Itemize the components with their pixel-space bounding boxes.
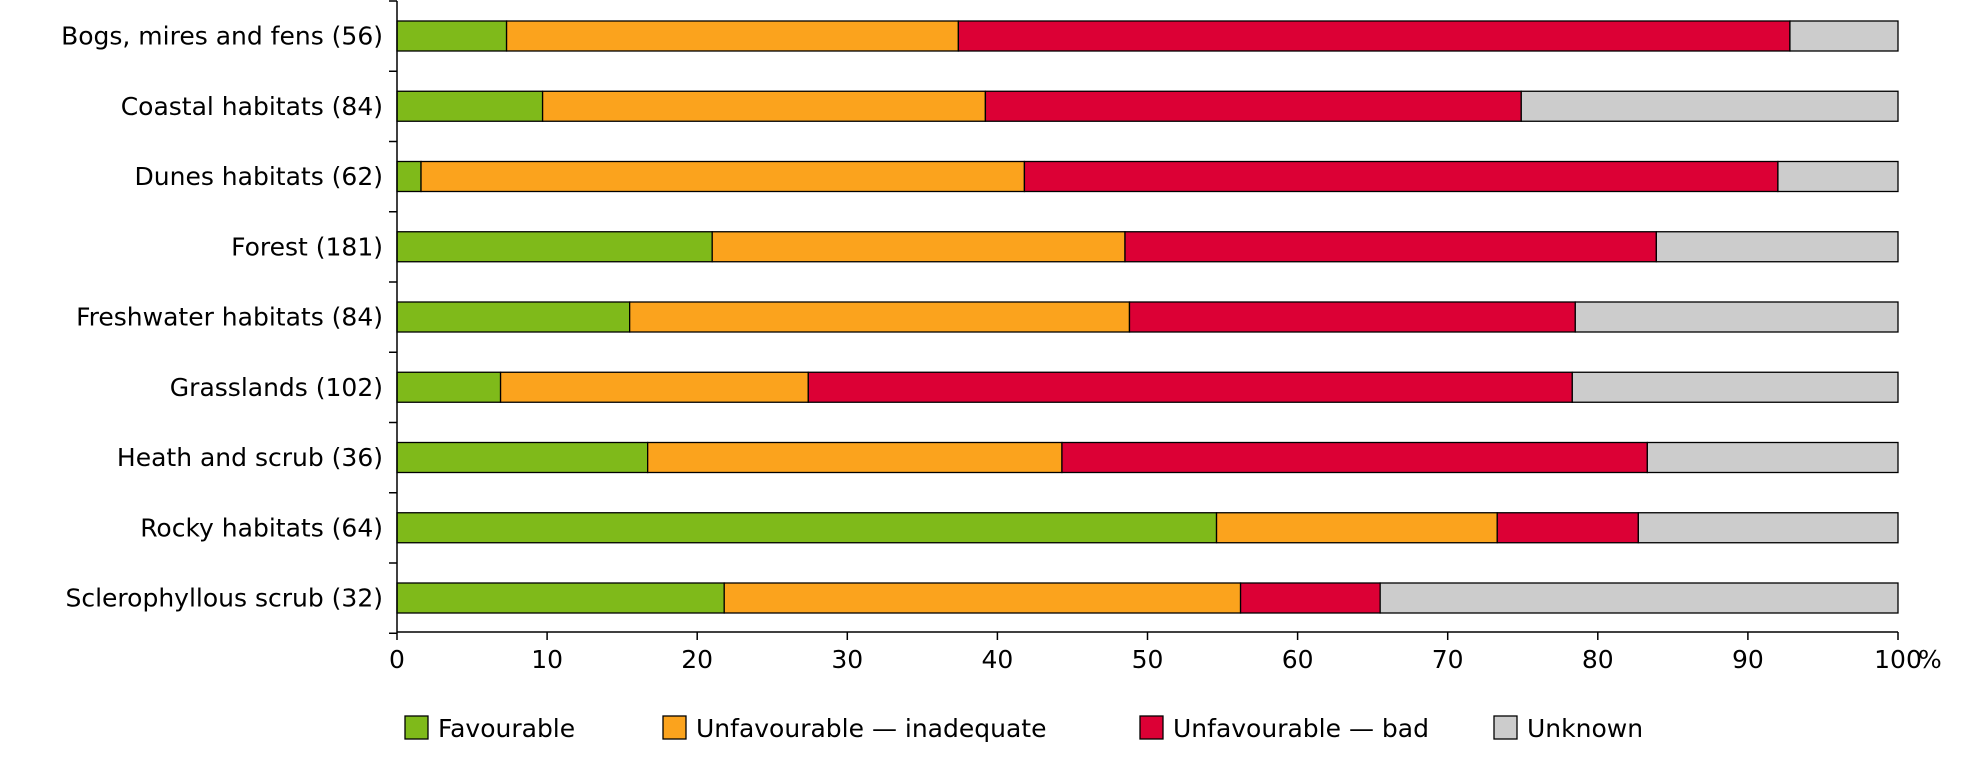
x-unit-label: %: [1918, 645, 1942, 674]
bar-segment: [396, 160, 422, 193]
legend-swatch: [404, 715, 429, 740]
bar-segment: [1379, 582, 1899, 614]
bar-segment: [1239, 582, 1381, 614]
bar-area: [396, 20, 1899, 614]
bar-segment: [499, 371, 809, 403]
bar-segment: [420, 160, 1026, 193]
legend-swatch: [662, 715, 687, 740]
bar-segment: [1789, 20, 1899, 52]
x-tick-label: 60: [1282, 645, 1314, 674]
bar-segment: [629, 301, 1131, 333]
legend-label: Unfavourable — inadequate: [696, 714, 1046, 743]
bar-segment: [1646, 441, 1899, 474]
bar-segment: [396, 301, 631, 333]
bar-segment: [396, 441, 649, 474]
bar-segment: [396, 231, 713, 263]
x-tick-label: 10: [531, 645, 563, 674]
legend-swatch: [1139, 715, 1164, 740]
category-label: Freshwater habitats (84): [76, 303, 383, 332]
x-tick-label: 100: [1874, 645, 1922, 674]
bar-segment: [1061, 441, 1648, 474]
x-tick-label: 90: [1732, 645, 1764, 674]
bar-segment: [711, 231, 1126, 263]
bar-segment: [396, 512, 1218, 544]
category-label: Bogs, mires and fens (56): [61, 22, 383, 51]
bar-segment: [396, 90, 544, 122]
bar-segment: [396, 20, 508, 52]
legend-label: Unfavourable — bad: [1173, 714, 1429, 743]
bar-segment: [1574, 301, 1899, 333]
category-label: Heath and scrub (36): [117, 443, 383, 472]
bar-segment: [541, 90, 987, 122]
bar-segment: [1571, 371, 1899, 403]
x-tick-label: 0: [389, 645, 405, 674]
x-tick-label: 20: [681, 645, 713, 674]
bar-segment: [396, 371, 502, 403]
bar-segment: [984, 90, 1522, 122]
bar-segment: [1128, 301, 1576, 333]
category-label: Dunes habitats (62): [135, 162, 384, 191]
bar-segment: [505, 20, 960, 52]
bar-segment: [1496, 512, 1639, 544]
x-tick-label: 30: [831, 645, 863, 674]
bar-segment: [723, 582, 1242, 614]
x-tick-label: 40: [981, 645, 1013, 674]
legend: Favourable Unfavourable — inadequate Unfav…: [404, 714, 1643, 743]
bar-segment: [807, 371, 1573, 403]
category-label: Forest (181): [231, 232, 383, 261]
bar-segment: [1520, 90, 1899, 122]
x-tick-label: 70: [1432, 645, 1464, 674]
bar-segment: [647, 441, 1063, 474]
y-axis: [389, 0, 398, 634]
category-label: Grasslands (102): [170, 373, 383, 402]
bar-segment: [396, 582, 725, 614]
bar-segment: [1637, 512, 1899, 544]
x-tick-label: 50: [1132, 645, 1164, 674]
bar-segment: [1124, 231, 1657, 263]
bar-segment: [1655, 231, 1899, 263]
category-label: Sclerophyllous scrub (32): [65, 584, 383, 613]
bar-segment: [1023, 160, 1779, 193]
bar-segment: [957, 20, 1791, 52]
legend-label: Unknown: [1527, 714, 1643, 743]
bar-segment: [1777, 160, 1899, 193]
legend-swatch: [1493, 715, 1518, 740]
bar-segment: [1215, 512, 1498, 544]
x-axis: 0 10 20 30 40 50 60 70 80 90 100%: [389, 631, 1942, 674]
category-label: Coastal habitats (84): [121, 92, 383, 121]
category-labels: Bogs, mires and fens (56) Coastal habitat…: [61, 22, 383, 613]
category-label: Rocky habitats (64): [140, 513, 383, 542]
x-tick-label: 80: [1582, 645, 1614, 674]
legend-label: Favourable: [438, 714, 575, 743]
